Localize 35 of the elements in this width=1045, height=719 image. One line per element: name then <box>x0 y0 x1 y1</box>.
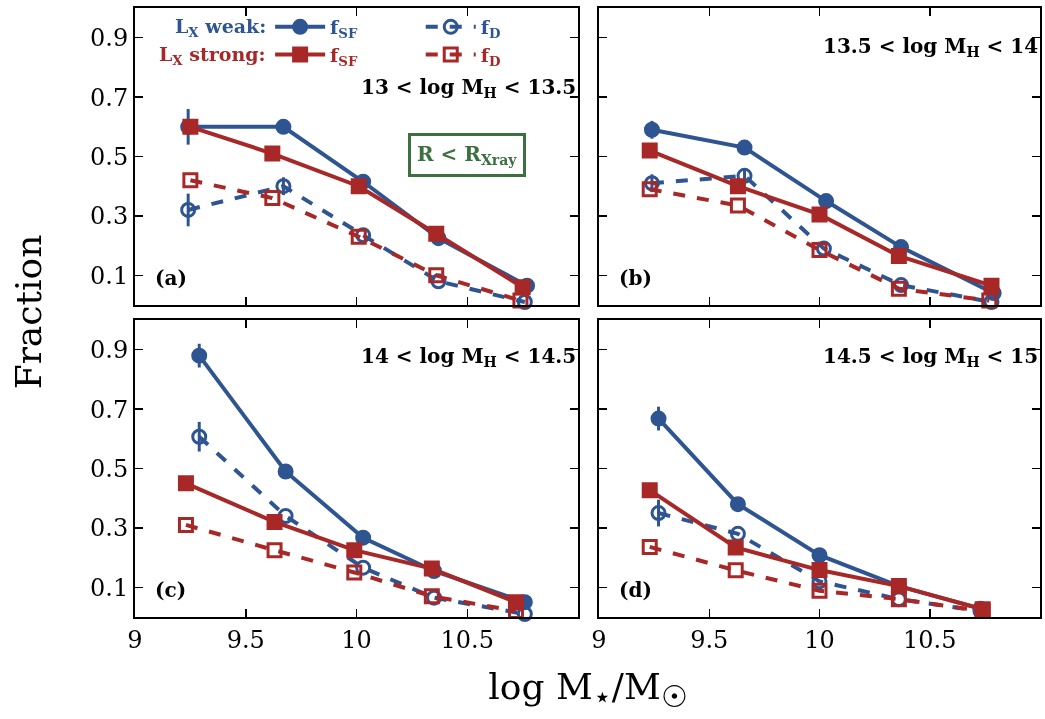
y-axis-title: Fraction <box>7 234 49 390</box>
legend-label: f$_{D}$ <box>480 16 501 42</box>
x-tick-label: 9.5 <box>226 625 265 654</box>
x-tick-label: 10.5 <box>440 625 494 654</box>
annotation: 14.5 < log M$_{H}$ < 15 <box>823 344 1039 371</box>
y-tick-label: 0.3 <box>90 514 129 543</box>
x-tick-label: 9.5 <box>690 625 729 654</box>
y-tick-label: 0.5 <box>90 142 129 171</box>
x-tick-label: 9 <box>127 625 143 654</box>
x-tick-label: 10 <box>341 625 372 654</box>
y-tick-label: 0.1 <box>90 573 129 602</box>
annotation: 13.5 < log M$_{H}$ < 14 <box>823 34 1039 61</box>
annotation: 14 < log M$_{H}$ < 14.5 <box>361 344 577 371</box>
y-tick-label: 0.5 <box>90 454 129 483</box>
annotation: (b) <box>619 266 652 290</box>
x-tick-label: 10.5 <box>903 625 957 654</box>
annotation: L$_{X}$ strong: <box>159 43 266 68</box>
annotation: 13 < log M$_{H}$ < 13.5 <box>361 75 577 102</box>
x-tick-label: 9 <box>591 625 607 654</box>
x-axis-title: log M$_{⋆}$/M$_{☉}$ <box>488 665 688 715</box>
annotation: (a) <box>155 266 187 290</box>
y-tick-label: 0.3 <box>90 202 129 231</box>
annotation: (c) <box>155 578 187 602</box>
annotation: R < R$_{Xray}$ <box>417 142 518 169</box>
legend-label: f$_{SF}$ <box>330 16 358 42</box>
legend-label: f$_{SF}$ <box>330 43 358 69</box>
x-tick-label: 10 <box>804 625 835 654</box>
legend-label: f$_{D}$ <box>480 43 501 69</box>
y-tick-label: 0.9 <box>90 24 129 53</box>
annotation: (d) <box>619 578 652 602</box>
y-tick-label: 0.7 <box>90 395 129 424</box>
y-tick-label: 0.7 <box>90 83 129 112</box>
annotation: L$_{X}$ weak: <box>175 15 267 40</box>
y-tick-label: 0.1 <box>90 261 129 290</box>
y-tick-label: 0.9 <box>90 336 129 365</box>
